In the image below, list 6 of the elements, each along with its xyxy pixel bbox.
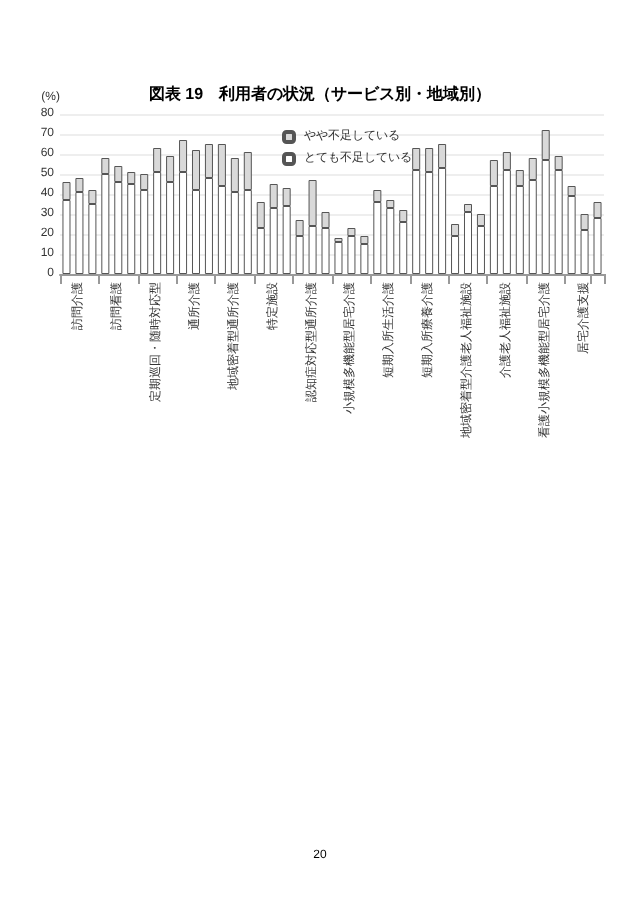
chart-title: 図表 19 利用者の状況（サービス別・地域別） xyxy=(148,85,492,103)
bar xyxy=(347,236,356,274)
bar xyxy=(334,242,343,274)
bar xyxy=(386,208,395,274)
bar xyxy=(463,212,473,274)
bar xyxy=(360,244,369,274)
